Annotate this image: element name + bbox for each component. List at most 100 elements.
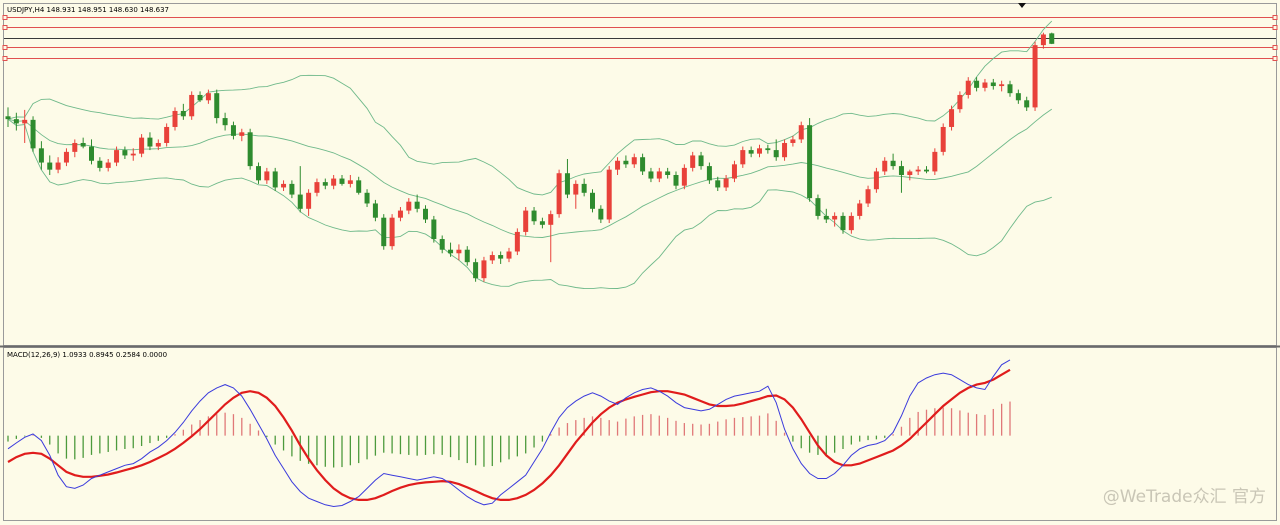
candle-body (932, 151, 938, 172)
candle-body (723, 178, 729, 188)
candle-body (164, 126, 170, 143)
candle-body (30, 119, 36, 149)
candle-body (848, 215, 854, 231)
candle-body (865, 189, 871, 204)
candle-body (72, 142, 78, 152)
candle-body (940, 126, 946, 152)
candle-body (623, 160, 629, 165)
candle-body (982, 82, 988, 88)
candle-body (773, 150, 779, 158)
candle-body (239, 132, 245, 136)
candle-body (464, 249, 470, 263)
line-anchor-right (1272, 56, 1278, 61)
candle-body (640, 157, 646, 172)
candle-body (406, 201, 412, 211)
candle-body (55, 162, 61, 170)
candle-body (882, 160, 888, 172)
candle-body (356, 180, 362, 193)
candle-body (656, 171, 662, 179)
candle-body (531, 210, 537, 222)
candle-body (840, 215, 846, 231)
candle-body (965, 80, 971, 95)
band-lower (7, 118, 1052, 290)
candle-body (681, 167, 687, 186)
candle-body (289, 183, 295, 195)
horizontal-lines (2, 15, 1278, 61)
macd-lines (7, 359, 1011, 508)
candle-body (523, 210, 529, 232)
candle-body (272, 171, 278, 188)
candle-body (130, 153, 136, 156)
candle-body (606, 169, 612, 220)
candle-body (807, 125, 813, 199)
chart-shift-marker-icon[interactable] (1018, 3, 1026, 8)
symbol-header: USDJPY,H4 148.931 148.951 148.630 148.63… (7, 6, 169, 14)
candle-body (731, 164, 737, 179)
candle-body (13, 119, 19, 124)
candle-body (489, 255, 495, 261)
candle-body (172, 110, 178, 127)
line-anchor-right (1272, 25, 1278, 30)
candle-body (898, 166, 904, 175)
candle-body (765, 148, 771, 151)
candle-body (264, 171, 270, 181)
candle-body (506, 251, 512, 259)
candle-body (397, 210, 403, 218)
line-anchor-left (2, 56, 8, 61)
line-anchor-right (1272, 15, 1278, 20)
candle-body (222, 118, 228, 126)
candle-body (990, 82, 996, 87)
candle-body (456, 249, 462, 254)
candle-body (556, 173, 562, 215)
candle-body (481, 260, 487, 279)
candle-body (706, 166, 712, 181)
line-anchor-left (2, 25, 8, 30)
candle-body (715, 180, 721, 188)
candle-body (798, 125, 804, 140)
candle-body (823, 215, 829, 220)
candle-body (414, 201, 420, 209)
candle-body (581, 183, 587, 193)
line-anchor-left (2, 45, 8, 50)
candle-body (339, 178, 345, 184)
candle-body (949, 109, 955, 127)
candle-body (498, 255, 504, 259)
candle-body (97, 160, 103, 168)
candle-body (205, 93, 211, 101)
candle-body (915, 169, 921, 172)
candle-body (890, 160, 896, 167)
candle-body (907, 171, 913, 175)
candle-body (590, 192, 595, 209)
candle-body (63, 151, 69, 163)
candle-body (47, 162, 53, 170)
candle-body (615, 160, 621, 170)
candle-body (5, 116, 11, 120)
candle-body (431, 219, 437, 240)
candle-body (364, 192, 370, 204)
candle-body (631, 157, 637, 165)
candle-body (147, 137, 153, 147)
candle-body (347, 180, 353, 184)
candle-body (665, 171, 671, 175)
candle-body (38, 148, 44, 163)
candle-body (1032, 45, 1038, 108)
candle-body (539, 221, 545, 225)
candle-body (214, 93, 220, 119)
candle-body (306, 192, 312, 209)
candle-body (473, 262, 479, 279)
candle-body (423, 208, 428, 220)
candle-body (573, 183, 579, 195)
candle-body (139, 137, 145, 154)
candle-body (114, 150, 120, 163)
candle-body (180, 110, 186, 117)
candle-body (1040, 34, 1046, 46)
candle-body (857, 203, 863, 216)
candle-body (89, 146, 94, 161)
candle-body (381, 217, 387, 247)
candle-body (372, 203, 378, 218)
candle-body (281, 183, 287, 188)
candle-body (748, 150, 754, 154)
candle-body (790, 139, 796, 143)
candle-body (1007, 84, 1013, 94)
